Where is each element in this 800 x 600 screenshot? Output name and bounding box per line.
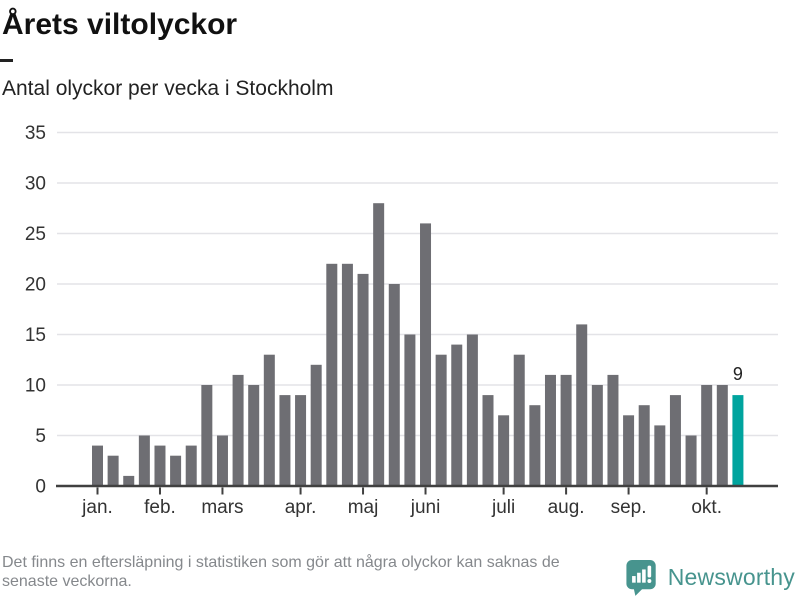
bar-highlighted (732, 395, 744, 486)
bar (716, 385, 728, 486)
bar (138, 435, 150, 486)
bar (295, 395, 307, 486)
bar (591, 385, 603, 486)
bar (107, 455, 119, 486)
bar (607, 374, 619, 486)
highlight-value-label: 9 (733, 364, 743, 384)
bar (232, 374, 244, 486)
month-label: apr. (285, 497, 317, 518)
newsworthy-logo-icon (626, 560, 656, 596)
bar (263, 354, 275, 486)
y-tick-label: 10 (25, 376, 46, 397)
month-label: mars (201, 497, 243, 518)
bar (248, 385, 260, 486)
chart-subtitle: Antal olyckor per vecka i Stockholm (2, 77, 334, 100)
month-label: maj (348, 497, 379, 518)
logo-exclamation-icon (647, 565, 651, 578)
bar (279, 395, 291, 486)
bar (669, 395, 681, 486)
y-tick-label: 0 (35, 477, 46, 498)
footnote-line1: Det finns en eftersläpning i statistiken… (2, 554, 560, 571)
month-label: juli (491, 497, 515, 518)
bar (170, 455, 182, 486)
bar (154, 445, 166, 486)
month-label: sep. (611, 497, 647, 518)
title-underline-dash (0, 59, 13, 62)
bar (544, 374, 556, 486)
footnote-line2: senaste veckorna. (2, 573, 132, 590)
bar (451, 344, 463, 486)
bar (498, 415, 510, 486)
bar (482, 395, 494, 486)
bar (576, 324, 588, 486)
month-label: juni (410, 497, 441, 518)
bar-chart: 0 5 10 15 20 25 30 35 jan. feb. mars apr. maj juni jul… (25, 123, 778, 518)
month-label: jan. (81, 497, 113, 518)
month-label: okt. (691, 497, 722, 518)
bar (216, 435, 228, 486)
bar (466, 334, 478, 486)
logo-bar-chart-icon (631, 576, 636, 583)
newsworthy-logo: Newsworthy (625, 558, 795, 596)
bar (341, 263, 353, 486)
bar (701, 385, 713, 486)
bar (638, 405, 650, 486)
bar (685, 435, 697, 486)
bar (404, 334, 416, 486)
month-label: aug. (548, 497, 585, 518)
bar (123, 475, 135, 486)
bar (529, 405, 541, 486)
bar (388, 284, 400, 486)
footnote: Det finns en eftersläpning i statistiken… (2, 553, 560, 591)
y-tick-label: 35 (25, 123, 46, 144)
bar (560, 374, 572, 486)
bar (201, 385, 213, 486)
y-tick-label: 25 (25, 224, 46, 245)
bar (310, 364, 322, 486)
bar (623, 415, 635, 486)
brand-name: Newsworthy (667, 563, 795, 590)
bar (92, 445, 103, 486)
y-tick-label: 5 (35, 426, 46, 447)
bar (326, 263, 338, 486)
bar (420, 223, 432, 486)
y-tick-label: 20 (25, 275, 46, 296)
month-label: feb. (144, 497, 176, 518)
bar (654, 425, 666, 486)
bar (357, 273, 369, 486)
y-tick-label: 15 (25, 325, 46, 346)
bar (185, 445, 197, 486)
y-tick-label: 30 (25, 174, 46, 195)
bar (435, 354, 447, 486)
bar (513, 354, 525, 486)
bar (373, 203, 385, 486)
page-title: Årets viltolyckor (2, 8, 238, 41)
